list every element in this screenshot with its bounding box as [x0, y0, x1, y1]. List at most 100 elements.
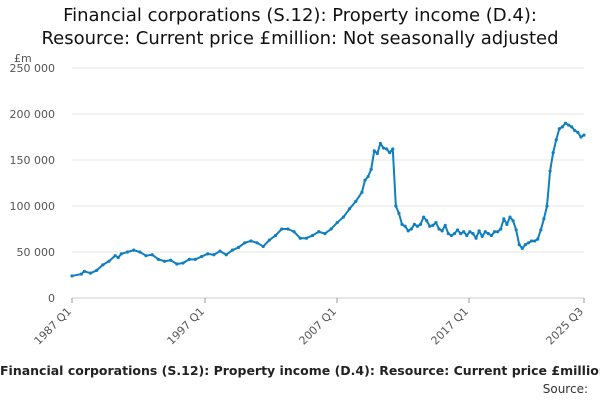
data-point — [557, 127, 561, 131]
footer-source: Source: — [542, 382, 588, 396]
data-point — [428, 224, 432, 228]
data-point — [261, 244, 265, 249]
data-point — [573, 128, 577, 133]
data-point — [529, 239, 534, 243]
data-point — [542, 217, 546, 221]
data-point — [323, 232, 327, 236]
data-point — [175, 262, 179, 266]
footer-caption: Financial corporations (S.12): Property … — [0, 363, 600, 378]
data-point — [144, 254, 148, 258]
data-point — [566, 123, 571, 127]
y-tick-label: 100 000 — [10, 200, 56, 213]
data-point — [363, 178, 367, 182]
chart-title-line-1: Financial corporations (S.12): Property … — [63, 5, 537, 26]
data-point — [471, 232, 475, 236]
data-point — [446, 232, 450, 236]
data-point — [243, 241, 247, 245]
data-point — [425, 219, 429, 223]
data-point — [193, 257, 197, 261]
data-point — [360, 190, 364, 194]
x-tick-label: 2025 Q3 — [544, 305, 587, 348]
data-point — [545, 204, 549, 208]
data-point — [150, 253, 154, 257]
y-tick-label: 150 000 — [10, 154, 56, 167]
data-point — [310, 233, 315, 238]
data-point — [523, 243, 528, 247]
data-point — [385, 147, 389, 151]
data-point — [187, 257, 191, 261]
data-point — [474, 236, 478, 240]
data-point — [369, 167, 373, 171]
x-tick-label: 1987 Q1 — [32, 305, 75, 348]
data-point — [381, 146, 386, 150]
data-point — [415, 224, 420, 228]
data-point — [514, 228, 518, 232]
data-point — [400, 222, 404, 226]
y-tick-label: 0 — [48, 292, 55, 305]
data-point — [273, 233, 278, 238]
data-point — [138, 250, 142, 254]
data-point — [526, 241, 531, 245]
data-point — [341, 215, 346, 219]
data-point — [199, 255, 204, 259]
data-point — [539, 228, 543, 232]
data-point — [162, 259, 167, 263]
data-point — [132, 248, 136, 252]
data-point — [79, 272, 83, 276]
x-tick-label: 2017 Q1 — [429, 305, 472, 348]
data-point — [230, 248, 234, 252]
data-point — [489, 233, 494, 238]
data-point — [517, 243, 521, 247]
data-point — [317, 230, 321, 234]
data-point — [116, 255, 120, 260]
data-point — [508, 215, 512, 219]
data-point — [412, 222, 416, 226]
data-point — [563, 121, 568, 125]
data-point — [548, 169, 552, 173]
data-point — [298, 236, 302, 240]
data-point — [206, 252, 210, 256]
data-point — [286, 227, 290, 231]
data-point — [378, 141, 383, 146]
data-point — [267, 238, 271, 242]
data-point — [496, 230, 500, 234]
chart-title: Financial corporations (S.12): Property … — [0, 4, 600, 50]
y-axis-label: £m — [14, 52, 32, 65]
data-point — [88, 271, 93, 275]
data-point — [249, 239, 253, 243]
data-point — [483, 230, 487, 234]
data-point — [437, 227, 441, 231]
data-point — [502, 217, 506, 221]
data-point — [477, 229, 481, 233]
data-point — [576, 130, 580, 134]
data-point — [520, 246, 524, 250]
data-point — [422, 215, 426, 219]
data-point — [434, 220, 438, 225]
data-point — [397, 211, 401, 215]
data-point — [465, 233, 469, 238]
data-point — [101, 263, 105, 267]
y-tick-label: 200 000 — [10, 108, 56, 121]
series-line — [71, 122, 585, 277]
x-tick-label: 1997 Q1 — [165, 305, 208, 348]
x-tick-label: 2007 Q1 — [297, 305, 340, 348]
data-point — [511, 219, 515, 223]
data-point — [156, 257, 160, 261]
y-tick-label: 250 000 — [10, 62, 56, 75]
data-point — [403, 224, 407, 228]
data-point — [181, 261, 185, 265]
data-point — [551, 151, 555, 155]
data-point — [354, 199, 358, 203]
data-point — [119, 252, 123, 256]
data-point — [394, 204, 398, 208]
data-point — [169, 258, 173, 262]
footer-caption-wrapper: Financial corporations (S.12): Property … — [0, 363, 600, 378]
data-point — [409, 227, 413, 231]
data-point — [366, 174, 370, 179]
data-point — [560, 125, 565, 129]
data-point — [280, 227, 284, 231]
data-point — [492, 230, 497, 234]
data-point — [452, 232, 457, 236]
data-point — [113, 254, 117, 258]
